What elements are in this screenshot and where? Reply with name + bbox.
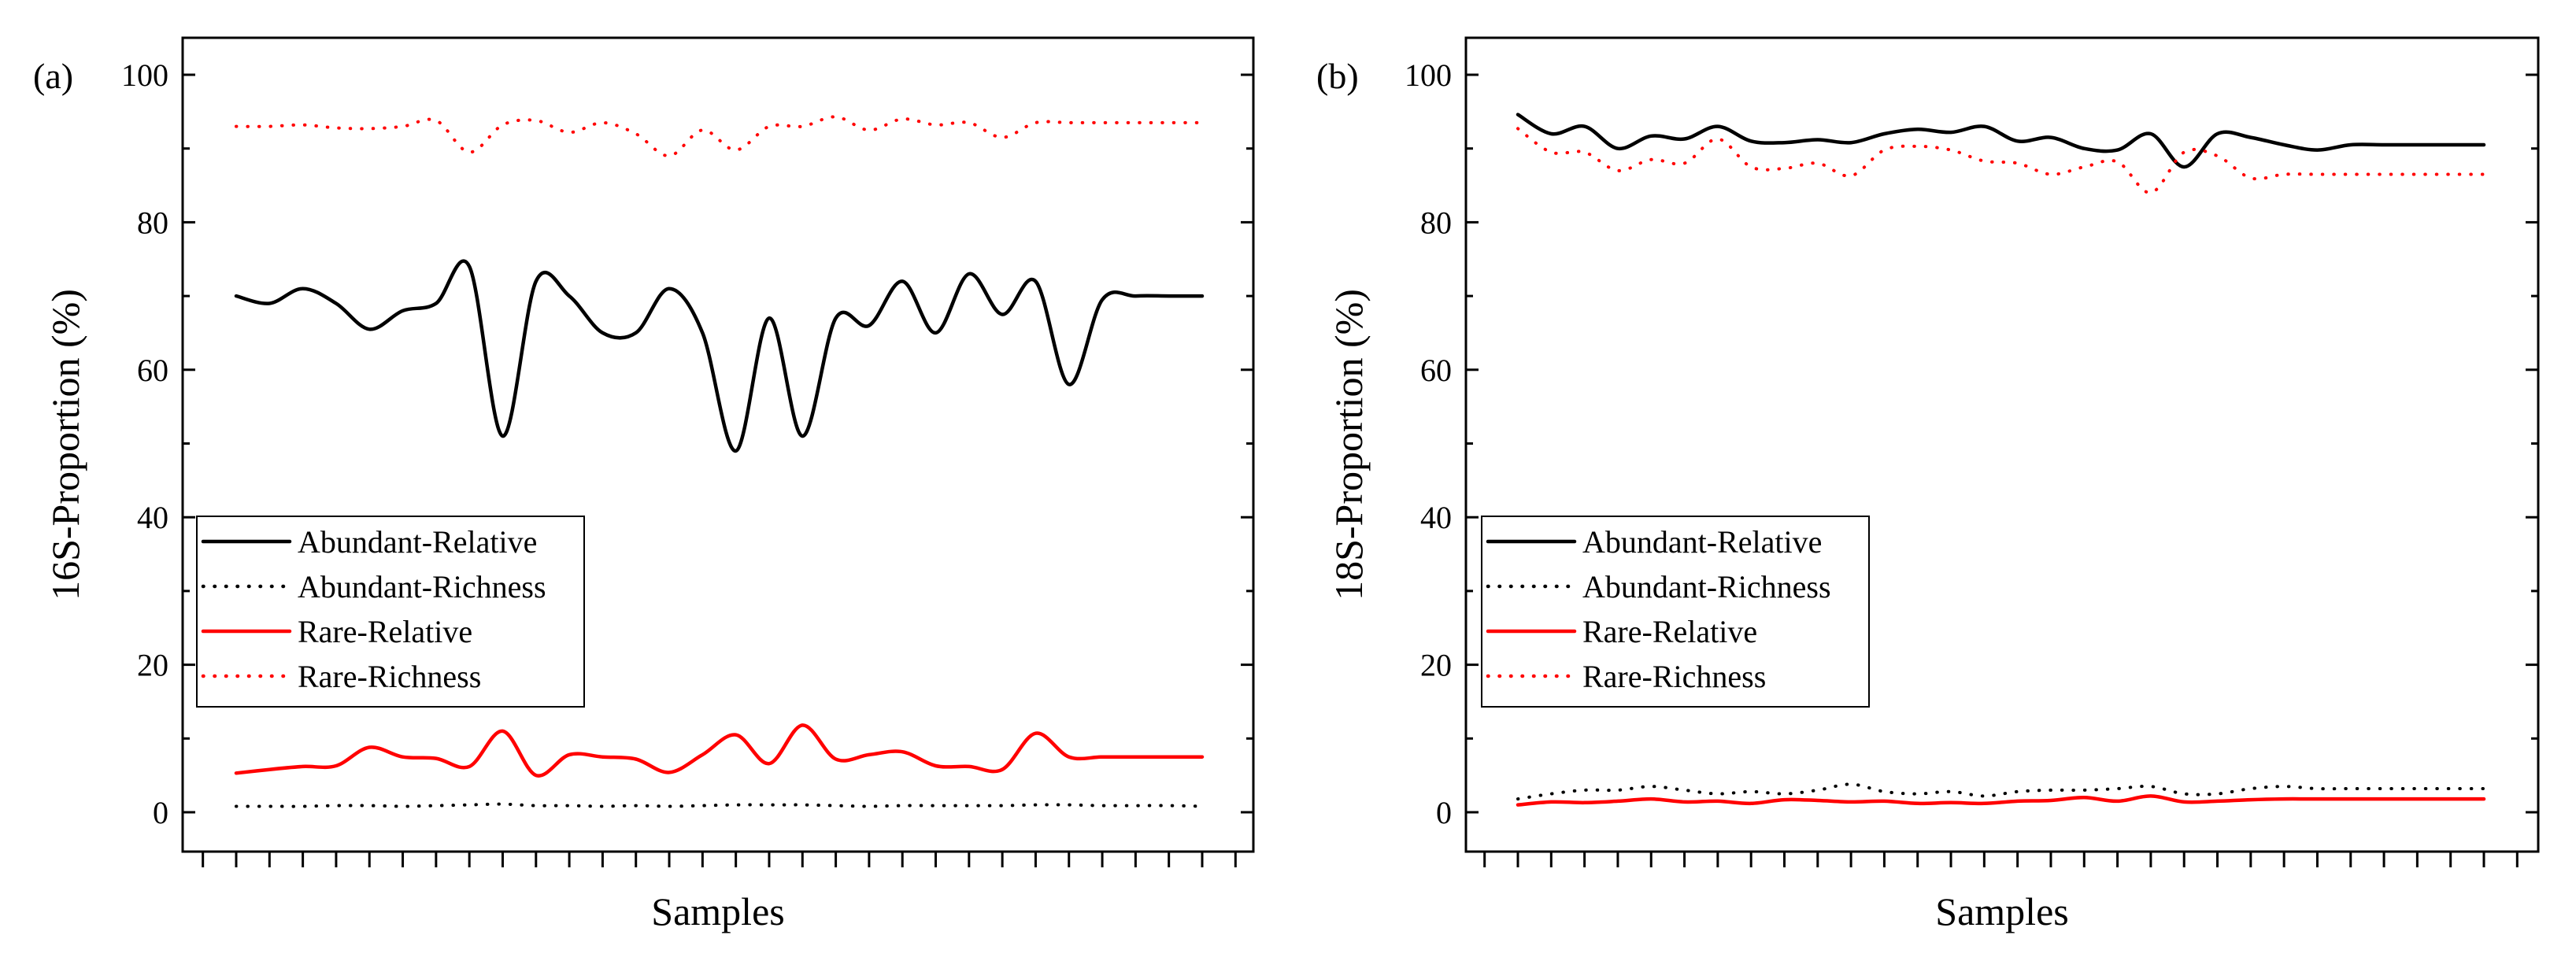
x-axis-label: Samples: [1935, 889, 2068, 933]
y-tick-label: 20: [1420, 648, 1452, 683]
series-line-rare-richness: [1516, 127, 2485, 194]
series-line-abundant-richness: [1516, 782, 2485, 801]
legend-entry-abundant-richness: Abundant-Richness: [1582, 569, 1831, 604]
series-line-abundant-richness: [235, 802, 1204, 808]
legend-entry-rare-richness: Rare-Richness: [298, 659, 481, 694]
y-tick-label: 20: [137, 648, 168, 683]
panel-b-18s: 0 20 40 60 80 100 Samples 18S-Proportion (%) (b)…: [1316, 36, 2540, 933]
y-tick-label: 0: [1436, 795, 1452, 830]
series-line-rare-relative: [1516, 794, 2486, 807]
y-tick-label: 0: [153, 795, 168, 830]
series-line-rare-richness: [235, 115, 1204, 158]
series-line-abundant-relative: [1516, 113, 2486, 169]
y-tick-label: 60: [137, 353, 168, 388]
legend-entry-abundant-relative: Abundant-Relative: [298, 524, 537, 560]
y-axis-label-16s: 16S-Proportion (%): [43, 289, 87, 601]
panel-a-16s: 0 20 40 60 80 100 Samples 16S-Proportion (%) (a)…: [33, 36, 1255, 933]
y-tick-label: 100: [1405, 57, 1452, 93]
legend-entry-rare-richness: Rare-Richness: [1582, 659, 1766, 694]
legend-entry-rare-relative: Rare-Relative: [1582, 614, 1757, 649]
series-line-abundant-relative: [234, 259, 1205, 453]
legend-entry-abundant-richness: Abundant-Richness: [298, 569, 546, 604]
y-tick-label: 80: [137, 205, 168, 240]
y-tick-label: 80: [1420, 205, 1452, 240]
y-tick-label: 40: [1420, 500, 1452, 535]
y-tick-label: 40: [137, 500, 168, 535]
y-tick-label: 60: [1420, 353, 1452, 388]
y-tick-label: 100: [121, 57, 168, 93]
x-axis-label: Samples: [651, 889, 784, 933]
series-line-rare-relative: [234, 723, 1205, 778]
plot-frame: [181, 36, 1255, 853]
plot-frame: [1464, 36, 2540, 853]
y-axis-label-18s: 18S-Proportion (%): [1327, 289, 1371, 601]
legend-entry-abundant-relative: Abundant-Relative: [1582, 524, 1822, 560]
legend-entry-rare-relative: Rare-Relative: [298, 614, 472, 649]
panel-label: (b): [1316, 56, 1359, 96]
panel-label: (a): [33, 56, 73, 96]
